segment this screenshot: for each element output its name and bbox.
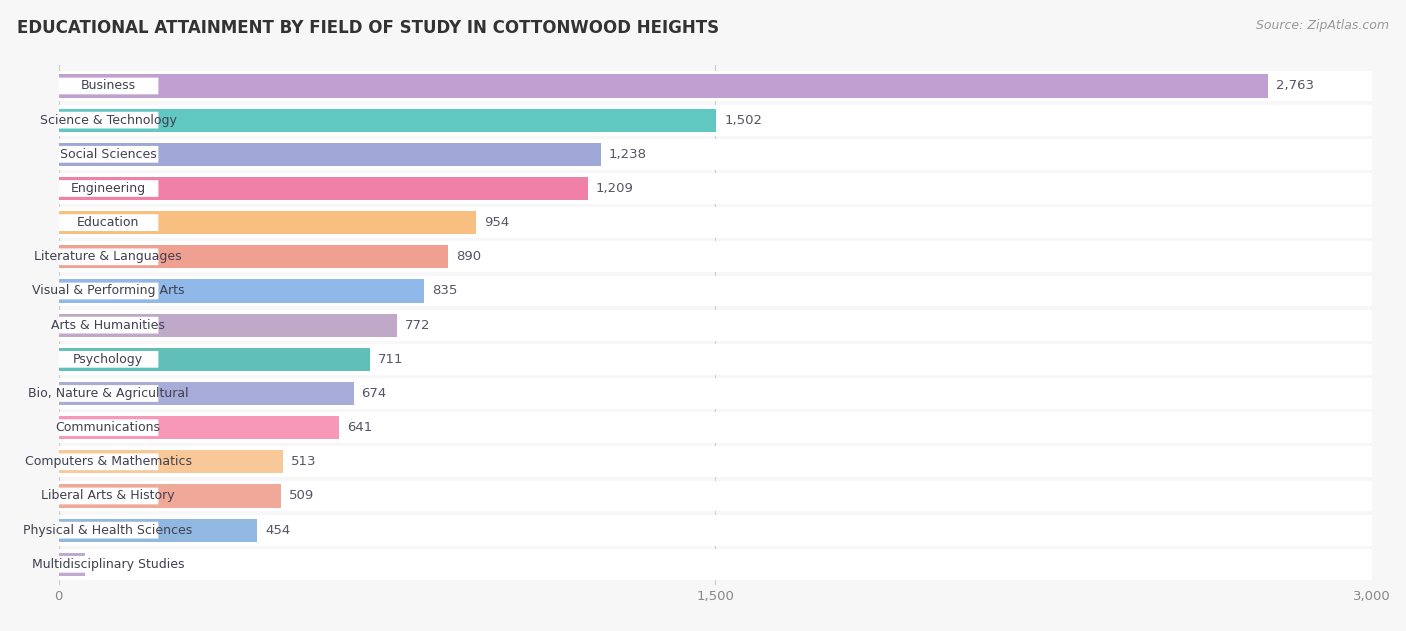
FancyBboxPatch shape [58, 283, 159, 299]
Text: Source: ZipAtlas.com: Source: ZipAtlas.com [1256, 19, 1389, 32]
Text: Computers & Mathematics: Computers & Mathematics [24, 456, 191, 468]
FancyBboxPatch shape [58, 385, 159, 402]
FancyBboxPatch shape [58, 249, 159, 265]
FancyBboxPatch shape [58, 522, 159, 538]
Bar [59, 109, 716, 132]
Bar [59, 348, 370, 371]
Text: 1,238: 1,238 [609, 148, 647, 161]
FancyBboxPatch shape [59, 310, 1372, 341]
Text: 954: 954 [484, 216, 509, 229]
Text: 711: 711 [378, 353, 404, 366]
FancyBboxPatch shape [58, 419, 159, 436]
Bar [59, 74, 1268, 98]
Text: 513: 513 [291, 456, 316, 468]
Bar [59, 314, 396, 337]
Text: 2,763: 2,763 [1277, 80, 1315, 93]
Text: Multidisciplinary Studies: Multidisciplinary Studies [32, 558, 184, 571]
Text: 60: 60 [93, 558, 110, 571]
Text: Business: Business [80, 80, 135, 93]
Text: Communications: Communications [56, 421, 160, 434]
FancyBboxPatch shape [58, 146, 159, 163]
Text: Science & Technology: Science & Technology [39, 114, 177, 127]
Text: 1,209: 1,209 [596, 182, 634, 195]
Text: 674: 674 [361, 387, 387, 400]
FancyBboxPatch shape [58, 488, 159, 504]
Text: 641: 641 [347, 421, 373, 434]
FancyBboxPatch shape [59, 515, 1372, 546]
Text: 835: 835 [432, 285, 457, 297]
Bar [59, 519, 257, 542]
Text: Literature & Languages: Literature & Languages [34, 251, 181, 263]
Bar [59, 382, 354, 405]
FancyBboxPatch shape [59, 481, 1372, 511]
FancyBboxPatch shape [58, 317, 159, 334]
Bar [59, 416, 339, 439]
Text: Engineering: Engineering [70, 182, 146, 195]
FancyBboxPatch shape [59, 105, 1372, 136]
FancyBboxPatch shape [59, 378, 1372, 409]
Bar [59, 485, 281, 507]
FancyBboxPatch shape [59, 276, 1372, 307]
Bar [59, 450, 283, 473]
Text: Education: Education [77, 216, 139, 229]
Text: Psychology: Psychology [73, 353, 143, 366]
Text: 454: 454 [266, 524, 291, 536]
FancyBboxPatch shape [58, 180, 159, 197]
Text: Visual & Performing Arts: Visual & Performing Arts [32, 285, 184, 297]
Text: 1,502: 1,502 [724, 114, 762, 127]
Text: Liberal Arts & History: Liberal Arts & History [41, 490, 174, 502]
FancyBboxPatch shape [59, 207, 1372, 238]
FancyBboxPatch shape [58, 215, 159, 231]
FancyBboxPatch shape [59, 71, 1372, 102]
FancyBboxPatch shape [58, 351, 159, 368]
Text: EDUCATIONAL ATTAINMENT BY FIELD OF STUDY IN COTTONWOOD HEIGHTS: EDUCATIONAL ATTAINMENT BY FIELD OF STUDY… [17, 19, 718, 37]
FancyBboxPatch shape [58, 112, 159, 129]
Text: 890: 890 [456, 251, 481, 263]
FancyBboxPatch shape [59, 173, 1372, 204]
FancyBboxPatch shape [59, 412, 1372, 443]
FancyBboxPatch shape [58, 454, 159, 470]
Bar [59, 177, 588, 200]
Text: 509: 509 [290, 490, 315, 502]
Bar [59, 143, 600, 166]
FancyBboxPatch shape [59, 549, 1372, 580]
FancyBboxPatch shape [59, 139, 1372, 170]
FancyBboxPatch shape [59, 242, 1372, 272]
Bar [59, 553, 84, 576]
Bar [59, 245, 449, 268]
Bar [59, 280, 425, 303]
FancyBboxPatch shape [59, 344, 1372, 375]
Text: Arts & Humanities: Arts & Humanities [51, 319, 165, 332]
FancyBboxPatch shape [58, 556, 159, 573]
Text: Physical & Health Sciences: Physical & Health Sciences [24, 524, 193, 536]
Bar [59, 211, 477, 234]
Text: 772: 772 [405, 319, 430, 332]
Text: Bio, Nature & Agricultural: Bio, Nature & Agricultural [28, 387, 188, 400]
Text: Social Sciences: Social Sciences [59, 148, 156, 161]
FancyBboxPatch shape [58, 78, 159, 95]
FancyBboxPatch shape [59, 447, 1372, 477]
